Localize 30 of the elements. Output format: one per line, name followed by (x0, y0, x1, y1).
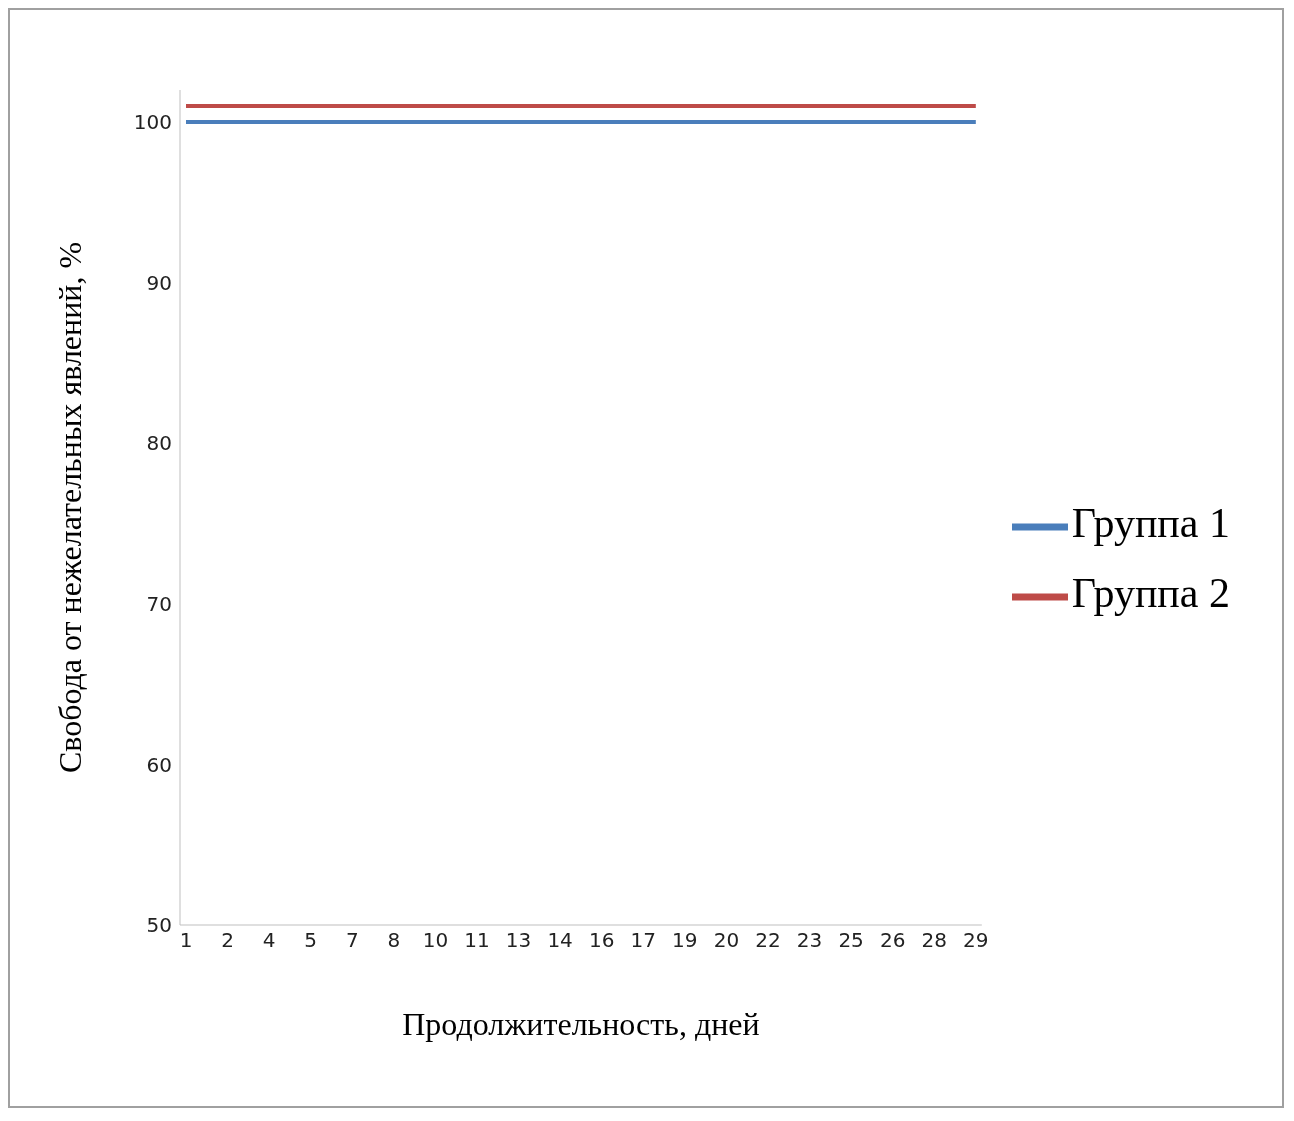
y-tick-label: 80 (146, 431, 172, 456)
x-tick-label: 19 (672, 928, 698, 953)
x-tick-label: 1 (179, 928, 193, 953)
x-tick-label: 17 (630, 928, 656, 953)
legend-label: Группа 1 (1071, 499, 1230, 546)
x-tick-label: 16 (588, 928, 615, 953)
y-tick-label: 50 (146, 913, 172, 938)
x-tick-label: 20 (713, 928, 740, 953)
x-tick-label: 29 (963, 928, 989, 953)
x-tick-label: 2 (221, 928, 234, 953)
y-tick-label: 70 (146, 591, 172, 616)
x-tick-label: 28 (921, 928, 947, 953)
x-tick-label: 13 (505, 928, 532, 953)
x-tick-label: 25 (838, 928, 864, 953)
x-tick-label: 14 (547, 928, 573, 953)
x-tick-label: 5 (304, 928, 318, 953)
y-axis-title: Свобода от нежелательных явлений, % (52, 241, 89, 774)
x-axis-title: Продолжительность, дней (402, 1006, 760, 1042)
x-tick-label: 22 (755, 928, 781, 953)
legend-label: Группа 2 (1071, 569, 1230, 616)
x-tick-label: 23 (796, 928, 823, 953)
y-tick-label: 90 (146, 270, 172, 295)
x-tick-label: 8 (387, 928, 401, 953)
x-tick-label: 11 (464, 928, 490, 953)
x-tick-label: 4 (262, 928, 276, 953)
x-tick-label: 10 (422, 928, 449, 953)
y-tick-label: 60 (146, 752, 172, 777)
y-tick-label: 100 (133, 110, 172, 135)
x-tick-label: 26 (879, 928, 906, 953)
x-tick-label: 7 (345, 928, 359, 953)
